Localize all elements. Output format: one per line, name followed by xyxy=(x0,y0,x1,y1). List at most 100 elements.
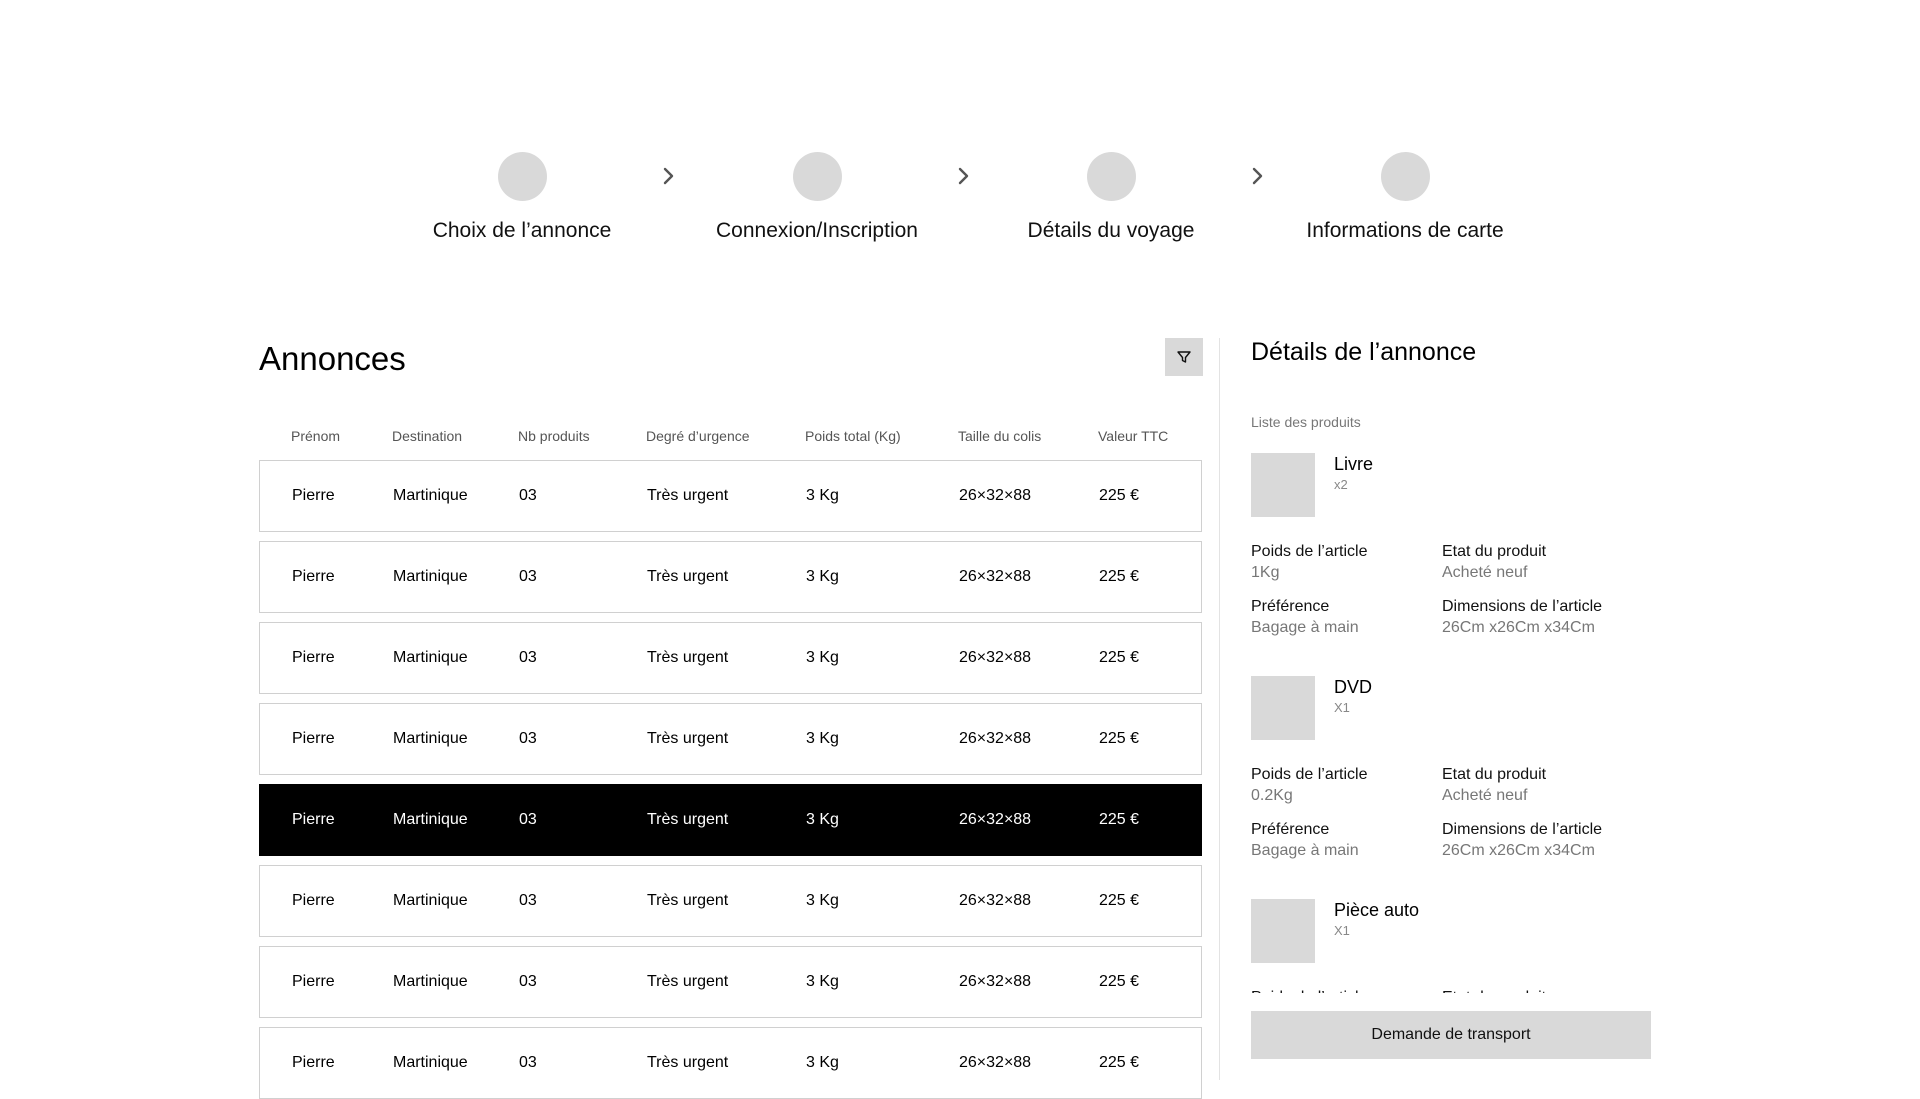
column-header: Degré d’urgence xyxy=(646,428,750,444)
product-attribute: Etat du produit Acheté neuf xyxy=(1442,543,1546,582)
step-2[interactable]: Connexion/Inscription xyxy=(667,152,967,243)
table-row[interactable]: Pierre Martinique 03 Très urgent 3 Kg 26×32×8… xyxy=(259,865,1202,937)
product-attribute: Préférence Bagage à main xyxy=(1251,598,1359,637)
table-cell: 225 € xyxy=(1099,892,1140,909)
table-header: Prénom Destination Nb produits Degré d’urge… xyxy=(259,426,1202,446)
table-cell: Pierre xyxy=(292,1054,335,1071)
attribute-value: Acheté neuf xyxy=(1442,787,1528,804)
table-cell: Martinique xyxy=(393,1054,468,1071)
attribute-label: Préférence xyxy=(1251,598,1330,615)
table-cell: Pierre xyxy=(292,487,335,504)
stepper: Choix de l’annonce Connexion/Inscription D… xyxy=(0,0,1920,260)
annonce-detail-panel: Détails de l’annonce Liste des produits … xyxy=(1251,338,1651,1080)
table-cell: Très urgent xyxy=(647,730,729,747)
table-row[interactable]: Pierre Martinique 03 Très urgent 3 Kg 26×32×8… xyxy=(259,622,1202,694)
table-cell: 03 xyxy=(519,730,537,747)
table-cell: 3 Kg xyxy=(806,568,839,585)
table-cell: Très urgent xyxy=(647,1054,729,1071)
product-attribute: Poids de l’article 0.2Kg xyxy=(1251,766,1368,805)
attribute-value: 26Cm x26Cm x34Cm xyxy=(1442,619,1595,636)
table-cell: 225 € xyxy=(1099,973,1140,990)
table-row[interactable]: Pierre Martinique 03 Très urgent 3 Kg 26×32×8… xyxy=(259,460,1202,532)
column-header: Poids total (Kg) xyxy=(805,428,901,444)
column-header: Taille du colis xyxy=(958,428,1042,444)
table-cell: 225 € xyxy=(1099,730,1140,747)
table-row[interactable]: Pierre Martinique 03 Très urgent 3 Kg 26×32×8… xyxy=(259,541,1202,613)
product-thumbnail xyxy=(1251,899,1315,963)
table-cell: 03 xyxy=(519,811,537,828)
detail-title: Détails de l’annonce xyxy=(1251,338,1477,366)
table-cell: 3 Kg xyxy=(806,973,839,990)
filter-button[interactable] xyxy=(1165,338,1203,376)
step-4[interactable]: Informations de carte xyxy=(1255,152,1555,243)
product-attribute: Poids de l’article 1Kg xyxy=(1251,543,1368,582)
product-list[interactable]: Livre x2 Poids de l’article 1Kg Etat du prod… xyxy=(1251,453,1651,993)
table-cell: Très urgent xyxy=(647,811,729,828)
attribute-label: Etat du produit xyxy=(1442,543,1547,560)
attribute-value: 1Kg xyxy=(1251,564,1280,581)
table-row[interactable]: Pierre Martinique 03 Très urgent 3 Kg 26×32×8… xyxy=(259,703,1202,775)
filter-icon xyxy=(1177,351,1191,363)
product-name: Livre xyxy=(1334,454,1374,474)
product-quantity: x2 xyxy=(1334,477,1348,492)
table-cell: 225 € xyxy=(1099,649,1140,666)
attribute-label: Dimensions de l’article xyxy=(1442,598,1603,615)
table-cell: 225 € xyxy=(1099,811,1140,828)
table-row-selected[interactable]: Pierre Martinique 03 Très urgent 3 Kg 26×32×8… xyxy=(259,784,1202,856)
table-cell: 3 Kg xyxy=(806,892,839,909)
table-cell: Très urgent xyxy=(647,973,729,990)
product-quantity: X1 xyxy=(1334,700,1350,715)
attribute-value: Bagage à main xyxy=(1251,619,1359,636)
table-cell: Martinique xyxy=(393,487,468,504)
table-cell: 26×32×88 xyxy=(959,730,1032,747)
table-cell: 3 Kg xyxy=(806,811,839,828)
transport-request-button[interactable]: Demande de transport xyxy=(1251,1011,1651,1059)
attribute-label: Poids de l’article xyxy=(1251,989,1368,993)
table-row[interactable]: Pierre Martinique 03 Très urgent 3 Kg 26×32×8… xyxy=(259,1027,1202,1099)
product-thumbnail xyxy=(1251,453,1315,517)
chevron-right-icon xyxy=(1252,167,1263,185)
step-label: Choix de l’annonce xyxy=(432,219,612,242)
step-label: Détails du voyage xyxy=(1027,219,1195,242)
attribute-value: Acheté neuf xyxy=(1442,564,1528,581)
table-cell: 03 xyxy=(519,487,537,504)
table-cell: Très urgent xyxy=(647,568,729,585)
table-cell: 03 xyxy=(519,568,537,585)
attribute-label: Etat du produit xyxy=(1442,766,1547,783)
step-1[interactable]: Choix de l’annonce xyxy=(372,152,672,243)
table-cell: 26×32×88 xyxy=(959,649,1032,666)
product-quantity: X1 xyxy=(1334,923,1350,938)
table-cell: 225 € xyxy=(1099,568,1140,585)
table-cell: 3 Kg xyxy=(806,649,839,666)
table-cell: 26×32×88 xyxy=(959,487,1032,504)
table-cell: Pierre xyxy=(292,649,335,666)
step-circle-icon xyxy=(497,152,547,201)
table-cell: Martinique xyxy=(393,649,468,666)
attribute-value: Bagage à main xyxy=(1251,842,1359,859)
table-cell: 3 Kg xyxy=(806,487,839,504)
table-cell: Pierre xyxy=(292,811,335,828)
column-header: Nb produits xyxy=(518,428,590,444)
table-cell: Pierre xyxy=(292,973,335,990)
step-label: Connexion/Inscription xyxy=(716,219,918,242)
product-item: Pièce auto X1 Poids de l’article Etat du pr… xyxy=(1251,899,1651,993)
table-cell: 26×32×88 xyxy=(959,892,1032,909)
product-item: Livre x2 Poids de l’article 1Kg Etat du prod… xyxy=(1251,453,1651,653)
table-cell: 26×32×88 xyxy=(959,973,1032,990)
table-cell: 03 xyxy=(519,892,537,909)
product-thumbnail xyxy=(1251,676,1315,740)
attribute-label: Préférence xyxy=(1251,821,1330,838)
page-title: Annonces xyxy=(259,340,406,377)
attribute-label: Poids de l’article xyxy=(1251,543,1368,560)
step-3[interactable]: Détails du voyage xyxy=(961,152,1261,243)
product-name: Pièce auto xyxy=(1334,900,1420,920)
table-row[interactable]: Pierre Martinique 03 Très urgent 3 Kg 26×32×8… xyxy=(259,946,1202,1018)
chevron-right-icon xyxy=(663,167,674,185)
table-cell: Très urgent xyxy=(647,649,729,666)
table-cell: 3 Kg xyxy=(806,730,839,747)
product-attribute: Dimensions de l’article 26Cm x26Cm x34Cm xyxy=(1442,598,1602,637)
attribute-value: 26Cm x26Cm x34Cm xyxy=(1442,842,1595,859)
column-header: Prénom xyxy=(291,428,341,444)
column-header: Valeur TTC xyxy=(1098,428,1169,444)
table-cell: Martinique xyxy=(393,973,468,990)
